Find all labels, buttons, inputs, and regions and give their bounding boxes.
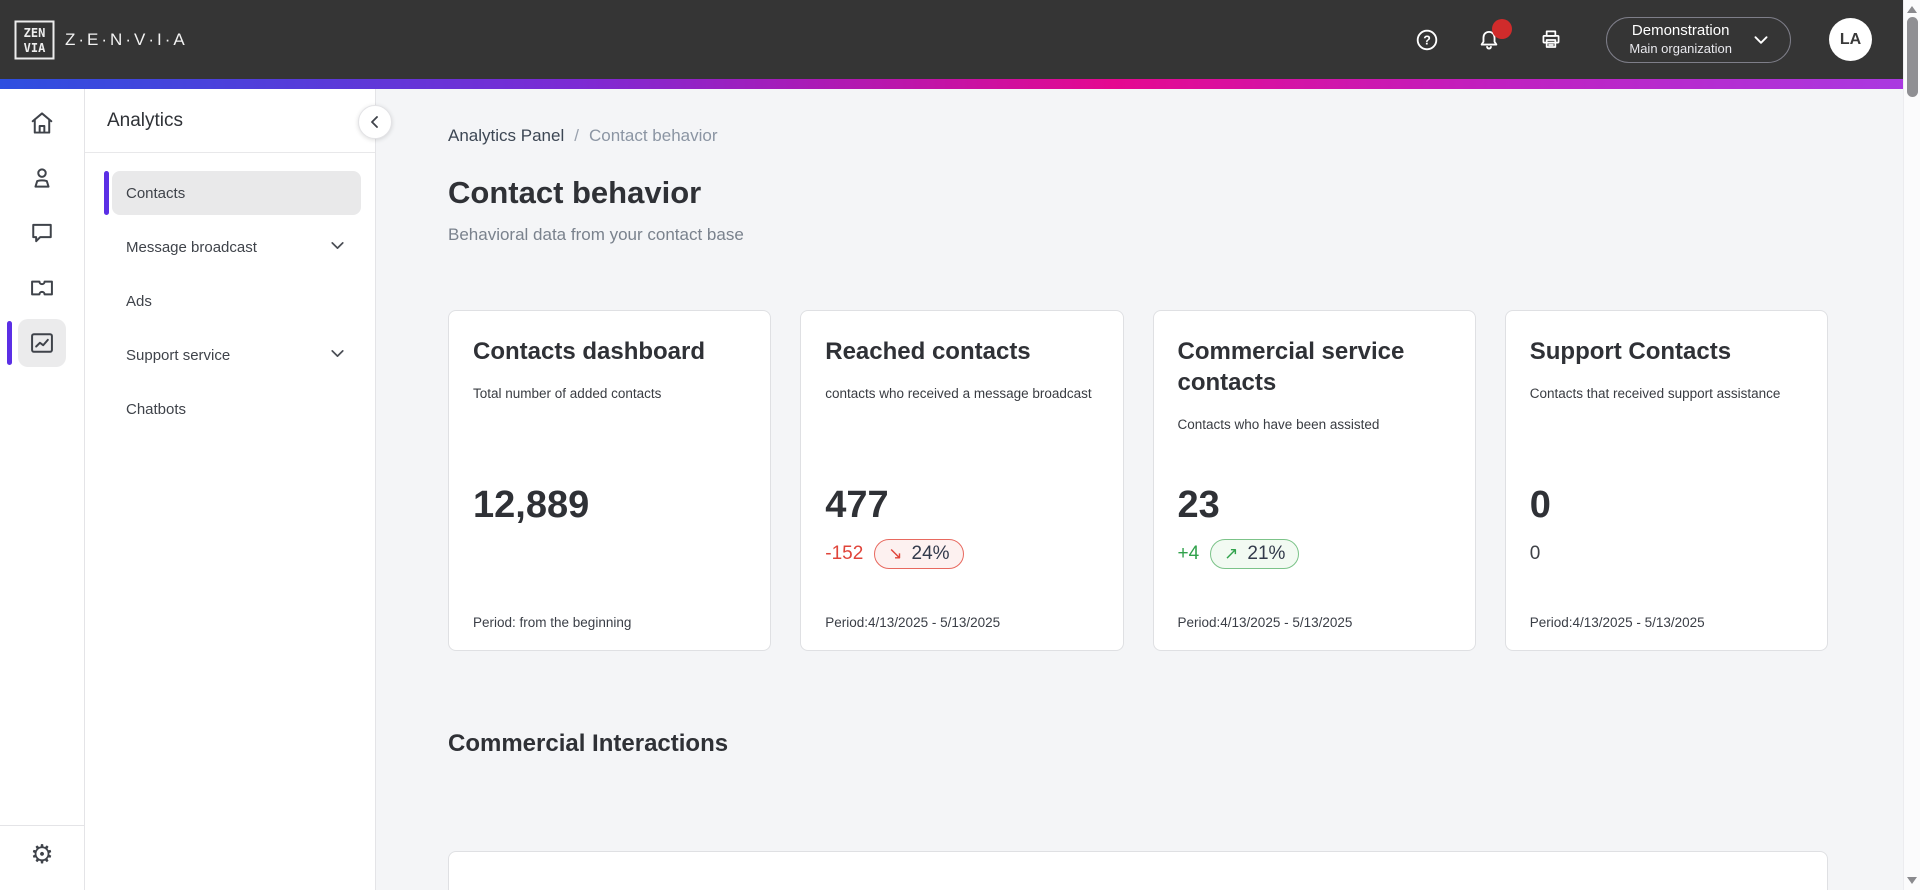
- svg-text:ZEN: ZEN: [24, 26, 46, 40]
- stat-card-value: 23: [1177, 484, 1220, 526]
- printer-icon[interactable]: [1538, 27, 1564, 53]
- stat-card-delta: 0: [1529, 543, 1541, 564]
- stat-card-delta-row: 0: [1530, 537, 1803, 571]
- scrollbar-down-arrow[interactable]: [1907, 877, 1917, 884]
- sidebar-nav-item[interactable]: Contacts: [104, 171, 361, 215]
- stat-card-value: 12,889: [473, 484, 590, 526]
- notification-dot: [1492, 18, 1513, 39]
- rail-contacts-icon[interactable]: [18, 154, 66, 202]
- stat-card-period: Period:4/13/2025 - 5/13/2025: [1177, 615, 1353, 630]
- stat-card-delta-row: +4 ↗ 21%: [1178, 537, 1451, 571]
- rail-home-icon[interactable]: [18, 99, 66, 147]
- stats-cards: Contacts dashboard Total number of added…: [448, 310, 1828, 651]
- stat-card-delta: +4: [1177, 543, 1200, 564]
- icon-rail: ⚙: [0, 89, 85, 890]
- rail-analytics-icon[interactable]: [7, 319, 66, 367]
- brand-logo[interactable]: ZEN VIA Z·E·N·V·I·A: [14, 20, 188, 60]
- rail-chat-icon[interactable]: [18, 209, 66, 257]
- stat-card-title: Reached contacts: [825, 338, 1031, 365]
- sidebar-item-label: Chatbots: [126, 400, 187, 418]
- trend-arrow-icon: ↗: [1224, 544, 1239, 564]
- stat-card: Support Contacts Contacts that received …: [1504, 310, 1828, 651]
- sidebar-title: Analytics: [85, 89, 375, 153]
- sidebar-collapse-button[interactable]: [358, 105, 392, 139]
- page-scrollbar[interactable]: [1903, 0, 1920, 890]
- sidebar-nav-item[interactable]: Message broadcast: [112, 225, 361, 269]
- stat-card-top: Reached contacts contacts who received a…: [825, 336, 1098, 484]
- stat-card-trend-badge: ↘ 24%: [874, 539, 964, 569]
- sidebar-nav-item[interactable]: Support service: [112, 333, 361, 377]
- stat-card-description: contacts who received a message broadcas…: [825, 386, 1092, 401]
- help-icon[interactable]: ?: [1414, 27, 1440, 53]
- sidebar-item-label: Support service: [126, 346, 231, 364]
- sidebar-nav-item[interactable]: Chatbots: [112, 387, 361, 431]
- stat-card-description: Contacts who have been assisted: [1177, 417, 1380, 432]
- stat-card-title: Support Contacts: [1529, 338, 1732, 365]
- stat-card-description: Contacts that received support assistanc…: [1529, 386, 1781, 401]
- main-content: Analytics Panel / Contact behavior Conta…: [377, 89, 1920, 890]
- page-subtitle: Behavioral data from your contact base: [448, 225, 744, 244]
- stat-card-delta-row: -152 ↘ 24%: [825, 537, 1098, 571]
- organization-subtitle: Main organization: [1629, 40, 1732, 56]
- stat-card-top: Commercial service contacts Contacts who…: [1178, 336, 1451, 484]
- stat-card-title: Commercial service contacts: [1177, 338, 1405, 396]
- chevron-left-icon: [371, 116, 378, 128]
- analytics-sidebar: Analytics Contacts Message broadcast Ads: [85, 89, 392, 890]
- breadcrumb-current: Contact behavior: [588, 126, 718, 145]
- sidebar-item-label: Contacts: [126, 184, 186, 202]
- organization-texts: Demonstration Main organization: [1629, 22, 1732, 57]
- zenvia-logo-icon: ZEN VIA: [14, 20, 55, 59]
- chevron-down-icon: [1748, 27, 1774, 53]
- chevron-down-icon: [328, 236, 347, 259]
- rail-ticket-icon[interactable]: [18, 264, 66, 312]
- breadcrumb-separator: /: [574, 126, 579, 145]
- brand-wordmark: Z·E·N·V·I·A: [65, 29, 188, 49]
- stat-card: Contacts dashboard Total number of added…: [448, 310, 772, 651]
- brand-gradient-bar: [0, 79, 1920, 89]
- stat-card-trend-badge: ↗ 21%: [1210, 539, 1300, 569]
- topbar: ZEN VIA Z·E·N·V·I·A ?: [0, 0, 1920, 79]
- svg-text:VIA: VIA: [24, 41, 46, 55]
- sidebar-nav-item[interactable]: Ads: [112, 279, 361, 323]
- sidebar-item-label: Ads: [126, 292, 152, 310]
- stat-card-top: Support Contacts Contacts that received …: [1530, 336, 1803, 484]
- breadcrumb-analytics-panel[interactable]: Analytics Panel: [448, 126, 565, 145]
- stat-card-title: Contacts dashboard: [473, 338, 706, 365]
- settings-gear-icon[interactable]: ⚙: [30, 840, 54, 870]
- stat-card-value: 477: [825, 484, 889, 526]
- stat-card-description: Total number of added contacts: [473, 386, 662, 401]
- stat-card-value: 0: [1529, 484, 1551, 526]
- stat-card-delta-row: [473, 537, 746, 571]
- organization-name: Demonstration: [1631, 22, 1730, 39]
- chevron-down-icon: [328, 344, 347, 367]
- stat-card: Reached contacts contacts who received a…: [800, 310, 1124, 651]
- stat-card-period: Period:4/13/2025 - 5/13/2025: [825, 615, 1001, 630]
- stat-card: Commercial service contacts Contacts who…: [1152, 310, 1476, 651]
- trend-arrow-icon: ↘: [888, 544, 903, 564]
- svg-text:?: ?: [1424, 33, 1432, 47]
- stat-card-period: Period: from the beginning: [473, 615, 632, 630]
- stat-card-percentage: 24%: [911, 543, 950, 564]
- rail-bottom: ⚙: [0, 825, 84, 890]
- stat-card-top: Contacts dashboard Total number of added…: [473, 336, 746, 484]
- user-avatar[interactable]: LA: [1829, 18, 1872, 61]
- sidebar-item-label: Message broadcast: [126, 238, 257, 256]
- organization-selector[interactable]: Demonstration Main organization: [1606, 16, 1791, 63]
- notifications-bell-icon[interactable]: [1476, 18, 1513, 53]
- topbar-actions: ? Demonstration Main organization: [1378, 16, 1872, 63]
- scrollbar-up-arrow[interactable]: [1907, 6, 1917, 13]
- stat-card-period: Period:4/13/2025 - 5/13/2025: [1529, 615, 1705, 630]
- stat-card-percentage: 21%: [1247, 543, 1286, 564]
- commercial-interactions-card: [448, 851, 1828, 890]
- breadcrumb: Analytics Panel / Contact behavior: [448, 125, 1828, 147]
- stat-card-delta: -152: [825, 543, 864, 564]
- scrollbar-thumb[interactable]: [1906, 17, 1918, 97]
- page-title: Contact behavior: [448, 175, 702, 210]
- sidebar-nav: Contacts Message broadcast Ads Support s…: [85, 171, 375, 431]
- section-heading: Commercial Interactions: [448, 730, 729, 757]
